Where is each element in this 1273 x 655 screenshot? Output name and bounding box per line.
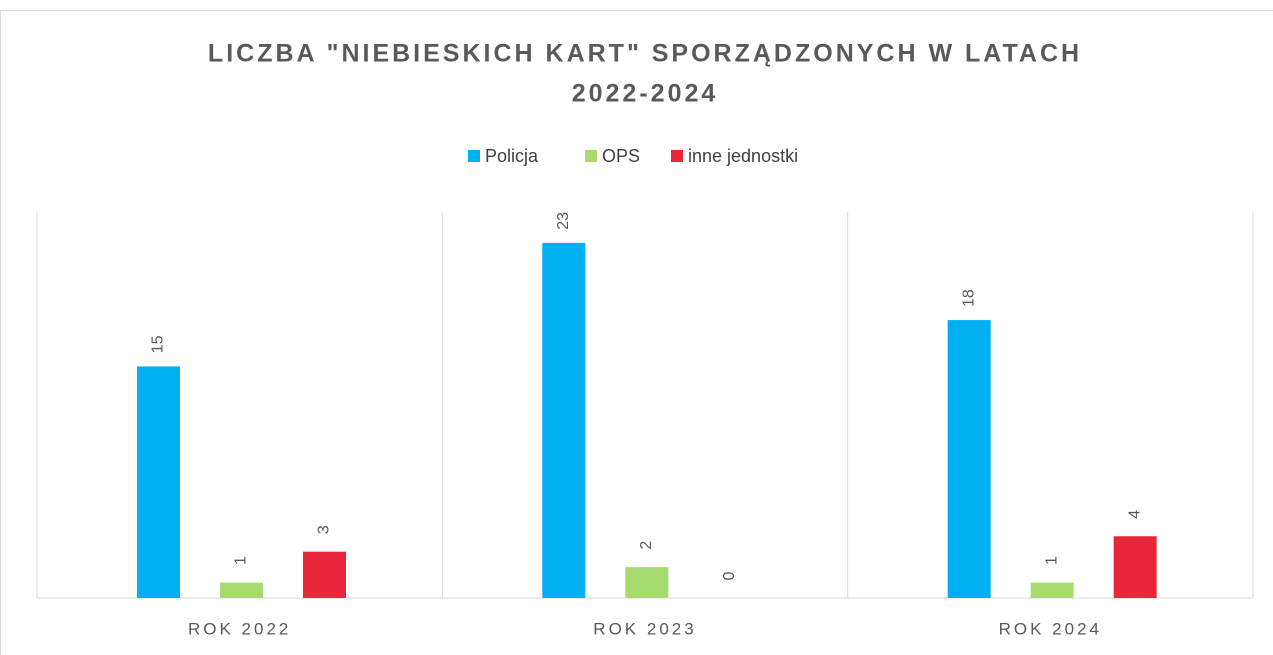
- data-label: 1: [1043, 556, 1060, 565]
- data-label: 2: [638, 541, 655, 550]
- x-tick-label: ROK 2023: [593, 619, 696, 638]
- data-label: 18: [960, 289, 977, 307]
- x-tick-label: ROK 2024: [999, 619, 1102, 638]
- legend-swatch: [468, 150, 480, 162]
- x-tick-label: ROK 2022: [188, 619, 291, 638]
- chart-frame: [0, 10, 1273, 655]
- chart-subtitle: 2022-2024: [572, 80, 719, 108]
- legend-label: inne jednostki: [688, 146, 798, 166]
- bar: [947, 320, 991, 598]
- chart-title: LICZBA "NIEBIESKICH KART" SPORZĄDZONYCH …: [208, 40, 1082, 68]
- bar: [542, 242, 586, 598]
- legend-label: Policja: [485, 146, 539, 166]
- bar: [625, 567, 669, 598]
- legend-swatch: [585, 150, 597, 162]
- data-label: 0: [721, 571, 738, 580]
- bar: [1113, 536, 1157, 598]
- data-label: 1: [233, 556, 250, 565]
- bar: [303, 551, 346, 598]
- data-label: 23: [555, 212, 572, 230]
- legend-swatch: [671, 150, 683, 162]
- bar: [220, 582, 263, 598]
- legend-label: OPS: [602, 146, 640, 166]
- bar: [1030, 582, 1074, 598]
- data-label: 15: [150, 335, 167, 353]
- bar: [137, 366, 180, 598]
- data-label: 4: [1126, 510, 1143, 519]
- data-label: 3: [316, 525, 333, 534]
